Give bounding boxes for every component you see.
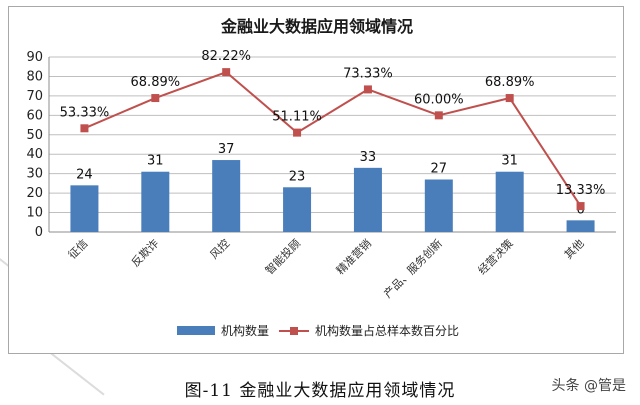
line-data-label: 73.33%	[343, 66, 393, 81]
x-tick-label: 其他	[562, 237, 587, 262]
bar-data-label: 23	[289, 169, 306, 184]
bar-data-label: 24	[76, 167, 93, 182]
line-data-label: 53.33%	[60, 105, 110, 120]
bar	[424, 179, 453, 232]
x-tick-label: 征信	[66, 237, 91, 262]
y-tick-label: 70	[26, 89, 43, 104]
bar	[283, 187, 312, 232]
legend-label: 机构数量占总样本数百分比	[315, 323, 459, 338]
x-tick-label: 风控	[207, 236, 232, 261]
legend-label: 机构数量	[221, 323, 269, 338]
x-tick-label: 精准营销	[333, 236, 374, 277]
line-data-label: 13.33%	[556, 183, 606, 198]
bar	[353, 167, 382, 232]
line-marker	[80, 124, 89, 133]
figure-caption: 图-11 金融业大数据应用领域情况	[184, 381, 456, 401]
series-line	[84, 70, 582, 207]
watermark: 头条 @管是	[551, 378, 626, 394]
chart-frame: 金融业大数据应用领域情况 0 10 20 30 40 50 60 70 80 90 24 31 37 2…	[8, 6, 624, 354]
y-tick-label: 80	[26, 69, 43, 84]
bar-series: 243137233327316	[70, 142, 595, 232]
bar	[141, 171, 170, 232]
legend-swatch-marker	[290, 327, 298, 335]
x-tick-label: 反欺诈	[129, 237, 162, 270]
chart-title: 金融业大数据应用领域情况	[220, 17, 413, 36]
bar-data-label: 27	[431, 162, 448, 177]
line-data-label: 51.11%	[272, 110, 322, 125]
bar-data-label: 31	[147, 154, 164, 169]
y-tick-label: 90	[26, 50, 43, 65]
line-marker	[293, 128, 302, 137]
y-tick-label: 0	[35, 225, 43, 240]
line-marker	[576, 202, 585, 211]
y-tick-label: 50	[26, 128, 43, 143]
x-tick-label: 经营决策	[475, 236, 516, 277]
y-tick-label: 60	[26, 108, 43, 123]
bar	[495, 171, 524, 232]
chart: 金融业大数据应用领域情况 0 10 20 30 40 50 60 70 80 90 24 31 37 2…	[26, 17, 616, 338]
line-data-label: 60.00%	[414, 92, 464, 107]
line-marker	[434, 111, 443, 120]
y-axis-ticks: 0 10 20 30 40 50 60 70 80 90	[26, 50, 43, 240]
y-tick-label: 40	[26, 147, 43, 162]
line-data-label: 68.89%	[131, 75, 181, 90]
line-series: 53.33% 68.89% 82.22% 51.11% 73.33% 60.00% 68.8…	[60, 49, 606, 211]
bar	[70, 185, 99, 232]
line-data-label: 82.22%	[201, 49, 251, 64]
line-marker	[222, 68, 231, 77]
legend-swatch-bar	[177, 326, 215, 335]
x-tick-label: 产品、服务创新	[381, 236, 445, 300]
x-axis-ticks: 征信 反欺诈 风控 智能投顾 精准营销 产品、服务创新 经营决策 其他	[66, 236, 587, 300]
line-marker	[363, 85, 372, 94]
y-tick-label: 10	[26, 206, 43, 221]
line-data-label: 68.89%	[485, 75, 535, 90]
legend: 机构数量 机构数量占总样本数百分比	[177, 323, 459, 338]
line-marker	[151, 94, 160, 103]
y-tick-label: 20	[26, 186, 43, 201]
bar	[212, 160, 241, 232]
line-marker	[505, 94, 514, 103]
bar	[566, 220, 595, 232]
bar-data-label: 31	[501, 154, 518, 169]
x-tick-label: 智能投顾	[262, 236, 303, 277]
y-tick-label: 30	[26, 167, 43, 182]
bar-data-label: 37	[218, 142, 235, 157]
bar-data-label: 33	[360, 150, 377, 165]
